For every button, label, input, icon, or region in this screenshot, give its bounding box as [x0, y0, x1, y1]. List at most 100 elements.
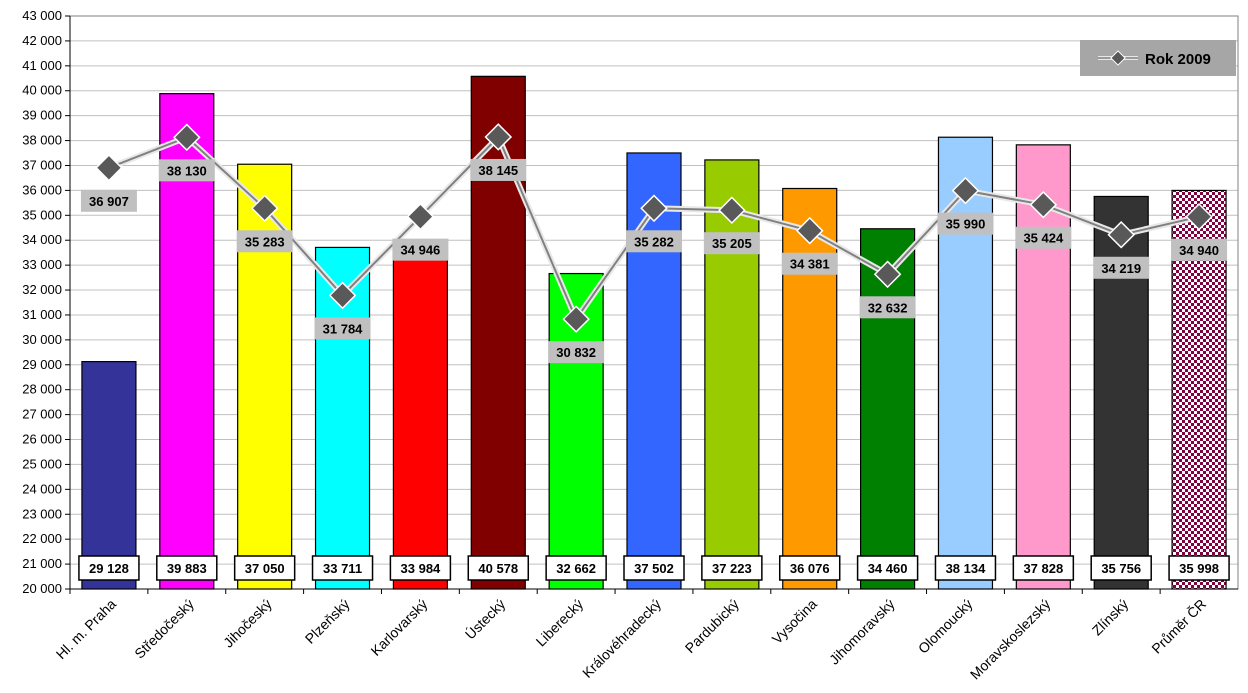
bar-value-label: 38 134: [946, 561, 987, 576]
bar-value-label: 29 128: [89, 561, 129, 576]
y-tick-label: 33 000: [22, 257, 62, 272]
x-tick-label: Plzeňský: [302, 596, 353, 647]
line-value-label: 36 907: [89, 194, 129, 209]
line-label-box: [314, 317, 371, 340]
line-marker: [328, 281, 357, 310]
x-tick-label: Vysočina: [769, 596, 820, 647]
y-tick-label: 41 000: [22, 58, 62, 73]
y-tick-label: 21 000: [22, 556, 62, 571]
line-marker: [873, 260, 902, 289]
x-axis: Hl. m. Praha Středočeský Jihočeský Plzeňský…: [53, 588, 1238, 682]
line-label-box: [80, 189, 137, 212]
line-marker: [951, 176, 980, 205]
y-tick-label: 36 000: [22, 182, 62, 197]
bar-label-box: [311, 555, 374, 581]
bar: [1015, 144, 1071, 590]
x-tick-label: Pardubický: [682, 596, 742, 656]
line-marker: [1185, 203, 1213, 231]
line-marker: [484, 123, 513, 151]
line-marker: [562, 305, 590, 333]
line-value-label: 35 424: [1023, 231, 1064, 246]
line-marker: [250, 194, 279, 223]
line-value-label: 35 282: [634, 234, 674, 249]
line-label-box: [236, 230, 293, 253]
legend: Rok 2009: [1080, 40, 1236, 76]
bar-label-box: [623, 555, 685, 581]
bar-label-box: [389, 555, 452, 581]
line-marker: [718, 196, 746, 224]
x-tick-label: Olomoucký: [915, 596, 976, 657]
bar-label-box: [856, 555, 919, 581]
y-tick-label: 40 000: [22, 83, 62, 98]
bar-label-box: [156, 555, 218, 581]
line-label-box: [470, 158, 527, 181]
y-tick-label: 24 000: [22, 481, 62, 496]
y-tick-label: 38 000: [22, 133, 62, 148]
bar-label-box: [1090, 555, 1152, 581]
bar: [937, 136, 994, 590]
y-tick-label: 31 000: [22, 307, 62, 322]
line-marker: [1029, 190, 1058, 219]
bar: [704, 159, 760, 590]
line-value-label: 31 784: [323, 321, 364, 336]
y-tick-label: 43 000: [22, 8, 62, 23]
bar-value-label: 39 883: [167, 561, 207, 576]
y-tick-label: 39 000: [22, 108, 62, 123]
y-tick-label: 25 000: [22, 456, 62, 471]
bar-label-box: [233, 555, 296, 581]
bar-label-box: [934, 555, 997, 581]
line-marker: [406, 202, 435, 231]
bar: [859, 228, 916, 590]
y-tick-label: 27 000: [22, 407, 62, 422]
bar-label-box: [78, 555, 140, 581]
bar-value-label: 34 460: [868, 561, 908, 576]
line-value-labels: 36 907 38 130 35 283 31 784 34 946 38 145 30 8…: [80, 158, 1228, 364]
bar-label-box: [1012, 555, 1075, 581]
bar-value-label: 35 998: [1179, 561, 1219, 576]
line-label-box: [937, 212, 994, 235]
bar-value-label: 33 984: [401, 561, 442, 576]
y-tick-label: 20 000: [22, 581, 62, 596]
bar: [626, 152, 682, 590]
x-tick-label: Hl. m. Praha: [53, 596, 119, 662]
x-tick-label: Jihočeský: [220, 596, 275, 651]
bar-value-label: 32 662: [556, 561, 596, 576]
bar-label-box: [701, 555, 763, 581]
line-label-box: [626, 230, 682, 253]
bar-value-label: 40 578: [478, 561, 518, 576]
line-value-label: 32 632: [868, 300, 908, 315]
y-tick-label: 32 000: [22, 282, 62, 297]
bar-value-label: 33 711: [323, 561, 362, 576]
line-marker: [173, 123, 201, 152]
line-label-box: [392, 238, 449, 261]
line-value-label: 34 940: [1179, 243, 1219, 258]
line-marker: [640, 194, 668, 223]
y-tick-label: 34 000: [22, 232, 62, 247]
line-value-label: 35 990: [946, 217, 986, 232]
y-tick-label: 42 000: [22, 33, 62, 48]
x-tick-label: Královéhradecký: [579, 596, 664, 681]
bar-label-box: [467, 555, 530, 581]
line-label-box: [1015, 226, 1072, 249]
x-tick-label: Ústecký: [462, 596, 509, 643]
line-label-box: [1171, 238, 1228, 261]
bar: [1093, 195, 1149, 590]
x-tick-label: Průměr ČR: [1148, 596, 1209, 657]
line-label-box: [703, 232, 760, 255]
x-tick-label: Karlovarský: [367, 596, 430, 659]
line-label-box: [859, 296, 916, 319]
line-value-label: 34 381: [790, 257, 830, 272]
bars: [81, 75, 1227, 590]
y-tick-label: 23 000: [22, 506, 62, 521]
line-label-box: [1093, 256, 1150, 279]
line-marker: [795, 216, 824, 245]
line-marker: [95, 154, 123, 182]
y-tick-label: 29 000: [22, 357, 62, 372]
line-label-box: [781, 252, 838, 275]
x-tick-label: Středočeský: [131, 596, 197, 662]
y-axis: 20 000 21 000 22 000 23 000 24 000 25 000 26 0…: [22, 8, 71, 596]
bar: [782, 187, 838, 590]
line-value-label: 34 219: [1101, 261, 1141, 276]
bar-value-label: 37 828: [1023, 561, 1063, 576]
bar-value-label: 37 223: [712, 561, 752, 576]
